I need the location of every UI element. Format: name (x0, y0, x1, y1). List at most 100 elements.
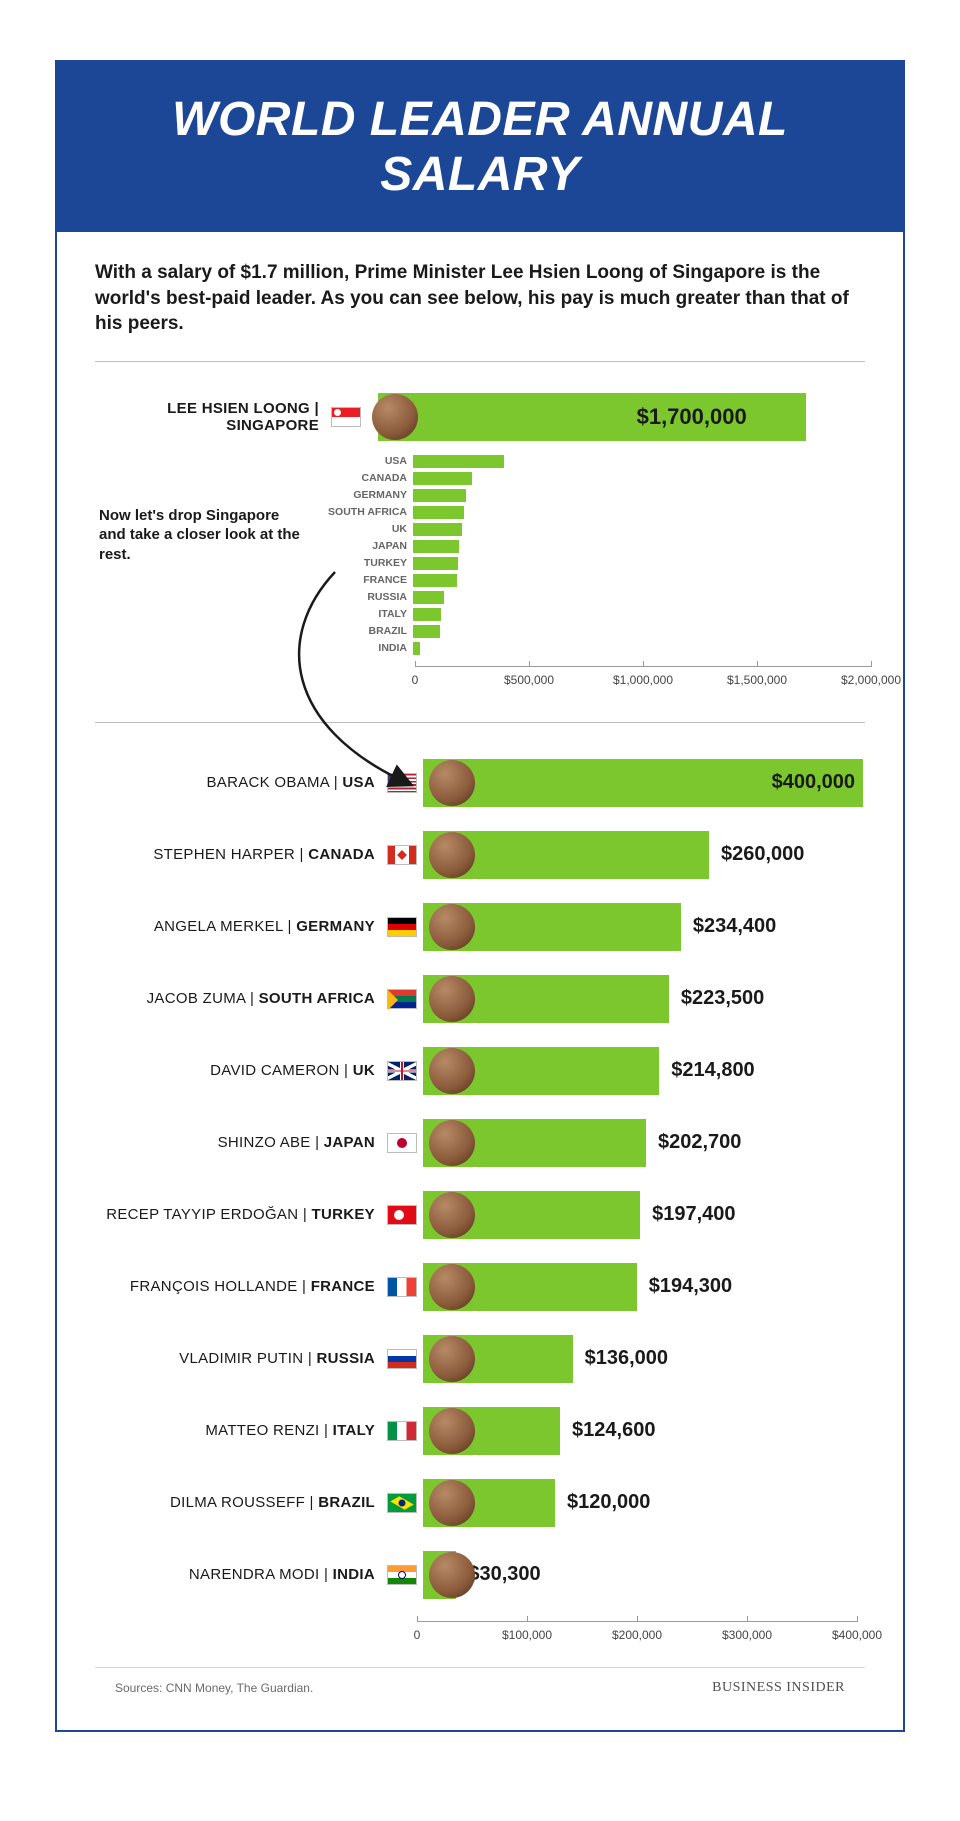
flag-icon (387, 989, 417, 1009)
leader-label: RECEP TAYYIP ERDOĞAN | TURKEY (95, 1206, 375, 1223)
leader-avatar-icon (429, 1048, 475, 1094)
sources-text: Sources: CNN Money, The Guardian. (115, 1681, 313, 1695)
singapore-bar: $1,700,000 (369, 393, 865, 441)
mini-bar (413, 540, 459, 553)
salary-value: $202,700 (658, 1131, 741, 1154)
salary-value: $214,800 (671, 1059, 754, 1082)
leader-avatar-icon (429, 1192, 475, 1238)
salary-value: $234,400 (693, 915, 776, 938)
leader-row: SHINZO ABE | JAPAN $202,700 (95, 1107, 865, 1179)
leader-row: BARACK OBAMA | USA$400,000 (95, 747, 865, 819)
bottom-x-axis: 0$100,000$200,000$300,000$400,000 (417, 1621, 857, 1649)
mini-country-label: USA (327, 455, 413, 467)
leader-avatar-icon (429, 1408, 475, 1454)
mini-bar-row: JAPAN (327, 539, 865, 554)
axis-tick-label: 0 (414, 1628, 421, 1642)
leader-avatar-icon (429, 976, 475, 1022)
flag-icon (387, 1493, 417, 1513)
mini-bar (413, 472, 472, 485)
leader-label: ANGELA MERKEL | GERMANY (95, 918, 375, 935)
axis-tick-label: $2,000,000 (841, 673, 901, 687)
drop-singapore-note: Now let's drop Singapore and take a clos… (99, 506, 305, 565)
leader-label: SHINZO ABE | JAPAN (95, 1134, 375, 1151)
arrow-icon (255, 566, 445, 796)
title-bar: WORLD LEADER ANNUAL SALARY (57, 62, 903, 232)
leader-label: MATTEO RENZI | ITALY (95, 1422, 375, 1439)
leader-avatar-icon (372, 394, 418, 440)
mini-bar (413, 489, 466, 502)
mini-country-label: JAPAN (327, 540, 413, 552)
page-title: WORLD LEADER ANNUAL SALARY (77, 92, 883, 202)
leader-row: VLADIMIR PUTIN | RUSSIA $136,000 (95, 1323, 865, 1395)
flag-icon (387, 1421, 417, 1441)
flag-icon (387, 1565, 417, 1585)
top-x-axis: 0$500,000$1,000,000$1,500,000$2,000,000 (415, 666, 871, 694)
salary-value: $197,400 (652, 1203, 735, 1226)
mini-country-label: CANADA (327, 472, 413, 484)
mini-bar (413, 455, 504, 468)
salary-value: $223,500 (681, 987, 764, 1010)
salary-value: $136,000 (585, 1347, 668, 1370)
mini-country-label: SOUTH AFRICA (327, 506, 413, 518)
leader-label: NARENDRA MODI | INDIA (95, 1566, 375, 1583)
leader-label: DAVID CAMERON | UK (95, 1062, 375, 1079)
mini-bar-row: UK (327, 522, 865, 537)
leader-row: FRANÇOIS HOLLANDE | FRANCE $194,300 (95, 1251, 865, 1323)
flag-icon (387, 917, 417, 937)
salary-value: $124,600 (572, 1419, 655, 1442)
leader-avatar-icon (429, 1264, 475, 1310)
leader-row: DILMA ROUSSEFF | BRAZIL $120,000 (95, 1467, 865, 1539)
axis-tick-label: $300,000 (722, 1628, 772, 1642)
leader-label: DILMA ROUSSEFF | BRAZIL (95, 1494, 375, 1511)
leader-avatar-icon (429, 832, 475, 878)
leader-row: ANGELA MERKEL | GERMANY $234,400 (95, 891, 865, 963)
mini-bar-row: SOUTH AFRICA (327, 505, 865, 520)
salary-value: $194,300 (649, 1275, 732, 1298)
leader-avatar-icon (429, 760, 475, 806)
flag-icon (387, 1205, 417, 1225)
leader-label: STEPHEN HARPER | CANADA (95, 846, 375, 863)
top-leader-label: LEE HSIEN LOONG | SINGAPORE (95, 400, 319, 434)
leader-row: RECEP TAYYIP ERDOĞAN | TURKEY $197,400 (95, 1179, 865, 1251)
leader-row: MATTEO RENZI | ITALY $124,600 (95, 1395, 865, 1467)
brand-label: BUSINESS INSIDER (712, 1680, 845, 1696)
leader-avatar-icon (429, 1480, 475, 1526)
axis-tick-label: $1,000,000 (613, 673, 673, 687)
leader-avatar-icon (429, 1120, 475, 1166)
leader-label: JACOB ZUMA | SOUTH AFRICA (95, 990, 375, 1007)
flag-icon (387, 1061, 417, 1081)
mini-bar (413, 506, 464, 519)
divider (95, 361, 865, 362)
salary-value: $30,300 (468, 1563, 540, 1586)
axis-tick-label: $500,000 (504, 673, 554, 687)
leader-label: FRANÇOIS HOLLANDE | FRANCE (95, 1278, 375, 1295)
lead-paragraph: With a salary of $1.7 million, Prime Min… (95, 260, 865, 337)
axis-tick-label: $400,000 (832, 1628, 882, 1642)
leader-row: DAVID CAMERON | UK $214,800 (95, 1035, 865, 1107)
flag-icon (387, 1133, 417, 1153)
leader-row: JACOB ZUMA | SOUTH AFRICA $223,500 (95, 963, 865, 1035)
leader-row: NARENDRA MODI | INDIA $30,300 (95, 1539, 865, 1611)
leader-avatar-icon (429, 904, 475, 950)
flag-icon (387, 845, 417, 865)
salary-value: $400,000 (772, 771, 855, 794)
leader-row: STEPHEN HARPER | CANADA $260,000 (95, 819, 865, 891)
salary-value: $260,000 (721, 843, 804, 866)
leader-avatar-icon (429, 1552, 475, 1598)
mini-bar (413, 523, 462, 536)
mini-country-label: UK (327, 523, 413, 535)
leader-label: VLADIMIR PUTIN | RUSSIA (95, 1350, 375, 1367)
mini-bar-row: GERMANY (327, 488, 865, 503)
flag-icon (387, 1349, 417, 1369)
axis-tick-label: $100,000 (502, 1628, 552, 1642)
footer: Sources: CNN Money, The Guardian. BUSINE… (95, 1667, 865, 1710)
bottom-chart: BARACK OBAMA | USA$400,000STEPHEN HARPER… (95, 747, 865, 1649)
axis-tick-label: $200,000 (612, 1628, 662, 1642)
divider (95, 722, 865, 723)
mini-country-label: GERMANY (327, 489, 413, 501)
mini-bar-row: CANADA (327, 471, 865, 486)
axis-tick-label: $1,500,000 (727, 673, 787, 687)
flag-icon (387, 1277, 417, 1297)
mini-bar-row: USA (327, 454, 865, 469)
salary-value: $120,000 (567, 1491, 650, 1514)
